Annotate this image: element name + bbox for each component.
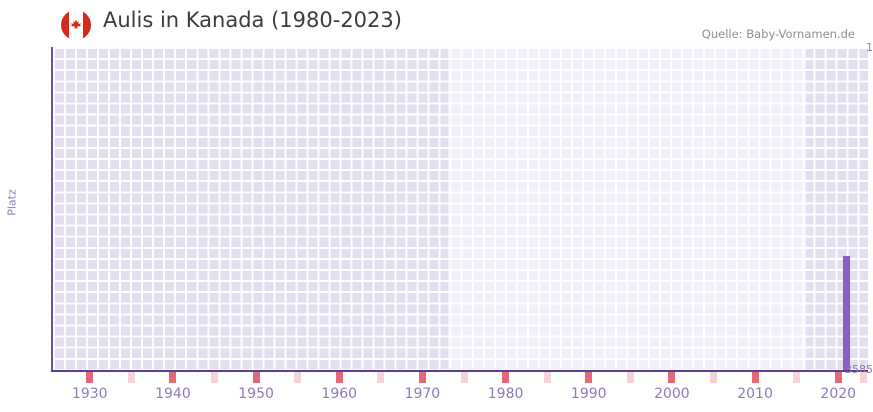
y-axis-tick-top: 1: [866, 41, 873, 54]
shaded-band-middle: [448, 47, 806, 370]
x-tick-mark-minor-2023: [859, 372, 867, 383]
x-tick-mark-minor-1995: [626, 372, 634, 383]
flag-right-band: [83, 10, 91, 40]
x-tick-mark-1950: [252, 372, 260, 383]
x-tick-label-2020: 2020: [820, 386, 857, 402]
x-tick-mark-minor-2005: [709, 372, 717, 383]
y-axis-title: Platz: [5, 189, 19, 216]
x-tick-label-1980: 1980: [487, 386, 524, 402]
x-tick-mark-1930: [86, 372, 94, 383]
x-tick-mark-2020: [834, 372, 842, 383]
x-tick-mark-minor-2015: [793, 372, 801, 383]
shaded-band-late: [806, 47, 868, 370]
x-tick-label-1960: 1960: [321, 386, 358, 402]
x-tick-mark-2000: [668, 372, 676, 383]
y-axis-line: [51, 47, 53, 372]
chart-header: Aulis in Kanada (1980-2023) Quelle: Baby…: [0, 0, 873, 46]
x-tick-mark-minor-1955: [294, 372, 302, 383]
x-tick-label-2000: 2000: [654, 386, 690, 402]
x-tick-label-1970: 1970: [404, 386, 441, 402]
source-attribution: Quelle: Baby-Vornamen.de: [701, 27, 855, 41]
x-tick-mark-minor-1975: [460, 372, 468, 383]
x-tick-mark-1980: [502, 372, 510, 383]
x-tick-mark-minor-1965: [377, 372, 385, 383]
page-title: Aulis in Kanada (1980-2023): [103, 8, 402, 32]
x-tick-label-1930: 1930: [71, 386, 108, 402]
flag-left-band: [61, 10, 69, 40]
canada-flag-icon: [61, 10, 91, 40]
x-tick-mark-2010: [751, 372, 759, 383]
x-axis-line: [51, 370, 868, 372]
x-tick-mark-minor-1935: [127, 372, 135, 383]
shaded-band-early: [53, 47, 448, 370]
x-tick-mark-1970: [418, 372, 426, 383]
x-tick-mark-1940: [169, 372, 177, 383]
maple-leaf-icon: [70, 19, 82, 29]
x-tick-label-1950: 1950: [238, 386, 274, 402]
x-tick-label-1990: 1990: [570, 386, 607, 402]
x-tick-label-1940: 1940: [155, 386, 191, 402]
x-tick-mark-1990: [585, 372, 593, 383]
x-tick-label-2010: 2010: [737, 386, 773, 402]
x-tick-mark-minor-1985: [543, 372, 551, 383]
x-tick-mark-1960: [335, 372, 343, 383]
x-tick-mark-minor-1945: [211, 372, 218, 383]
chart-plot-area: [53, 47, 868, 370]
bar-2021[interactable]: [843, 255, 851, 370]
